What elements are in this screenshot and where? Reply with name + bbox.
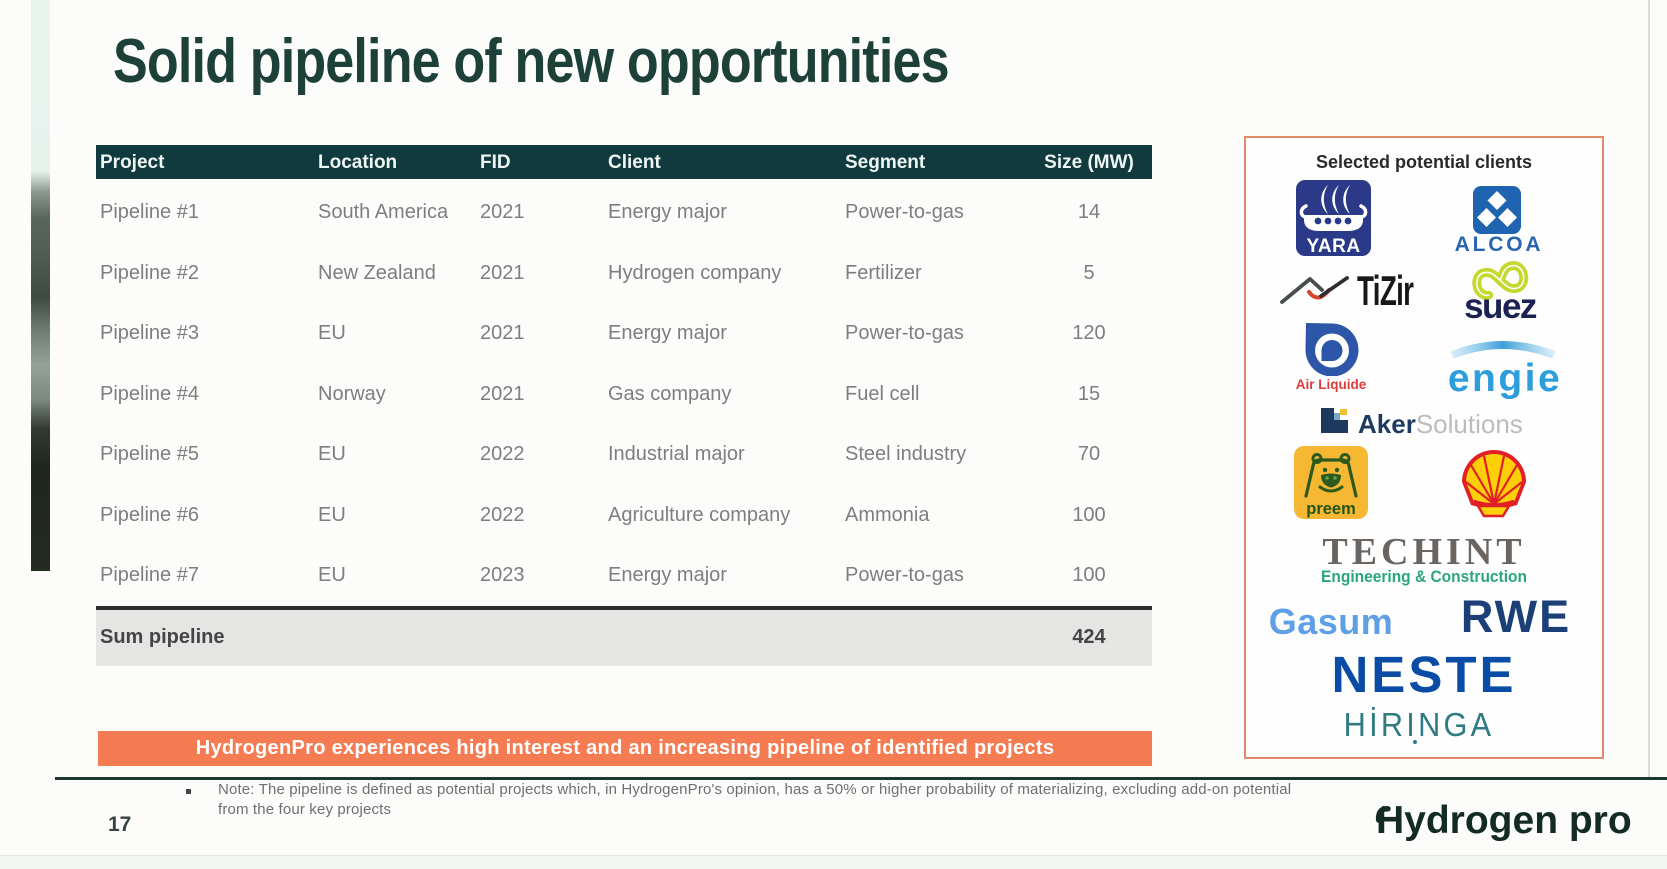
- svg-text:YARA: YARA: [1306, 236, 1360, 256]
- svg-text:preem: preem: [1306, 500, 1356, 518]
